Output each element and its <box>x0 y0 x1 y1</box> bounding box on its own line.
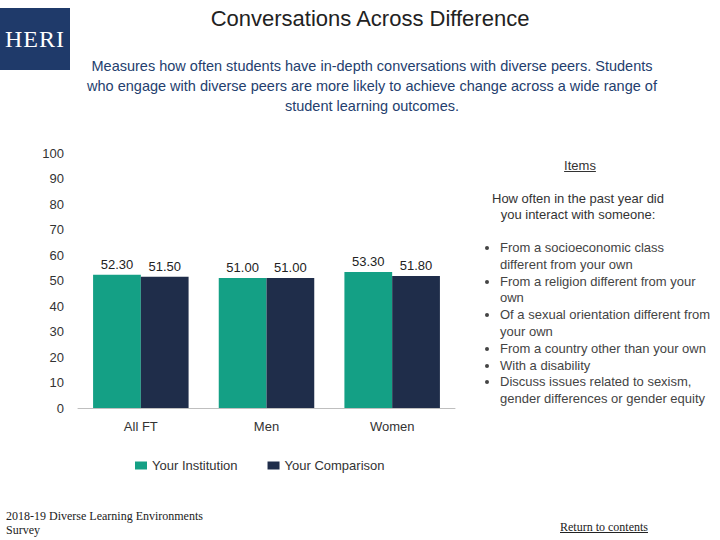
html-text:How often in the past year did: How often in the past year did you inter… <box>492 191 664 222</box>
html-text:Discuss issues related to sexi: Discuss issues related to sexism, gender… <box>500 374 705 407</box>
svg-text:51.00: 51.00 <box>274 260 307 275</box>
svg-text:Your Institution: Your Institution <box>152 458 238 473</box>
html-text:Of a sexual orientation differ: Of a sexual orientation different from y… <box>500 307 710 339</box>
svg-text:Men: Men <box>254 419 279 434</box>
html-text:HERI: HERI <box>5 26 65 52</box>
svg-text:51.00: 51.00 <box>226 260 259 275</box>
svg-text:70: 70 <box>50 222 64 237</box>
svg-text:80: 80 <box>50 197 64 212</box>
svg-text:Women: Women <box>370 419 415 434</box>
svg-text:30: 30 <box>50 324 64 339</box>
svg-text:60: 60 <box>50 248 64 263</box>
svg-text:100: 100 <box>42 146 64 161</box>
html-text:Measures how often students ha: Measures how often students have in-dept… <box>87 58 657 114</box>
html-text:With a disability: With a disability <box>500 357 591 373</box>
svg-text:0: 0 <box>57 401 64 416</box>
svg-text:90: 90 <box>50 171 64 186</box>
html-text:Items: Items <box>564 158 596 173</box>
html-text:Return to contents: Return to contents <box>560 520 648 534</box>
html-text:From a socioeconomic class dif: From a socioeconomic class different fro… <box>500 240 664 272</box>
svg-text:Your Comparison: Your Comparison <box>285 458 385 473</box>
html-text:From a religion different from: From a religion different from your own <box>500 273 696 306</box>
svg-text:51.50: 51.50 <box>148 259 181 274</box>
svg-text:50: 50 <box>50 273 64 288</box>
svg-text:53.30: 53.30 <box>352 254 385 269</box>
svg-text:40: 40 <box>50 299 64 314</box>
svg-text:51.80: 51.80 <box>400 258 433 273</box>
svg-text:All FT: All FT <box>124 419 158 434</box>
svg-text:10: 10 <box>50 375 64 390</box>
html-text:From a country other than your: From a country other than your own <box>500 340 706 356</box>
html-text:Conversations Across Differenc: Conversations Across Difference <box>210 6 530 31</box>
svg-text:52.30: 52.30 <box>101 257 134 272</box>
svg-text:20: 20 <box>50 350 64 365</box>
html-text:2018-19 Diverse Learning Envir: 2018-19 Diverse Learning Environments Su… <box>6 509 203 537</box>
